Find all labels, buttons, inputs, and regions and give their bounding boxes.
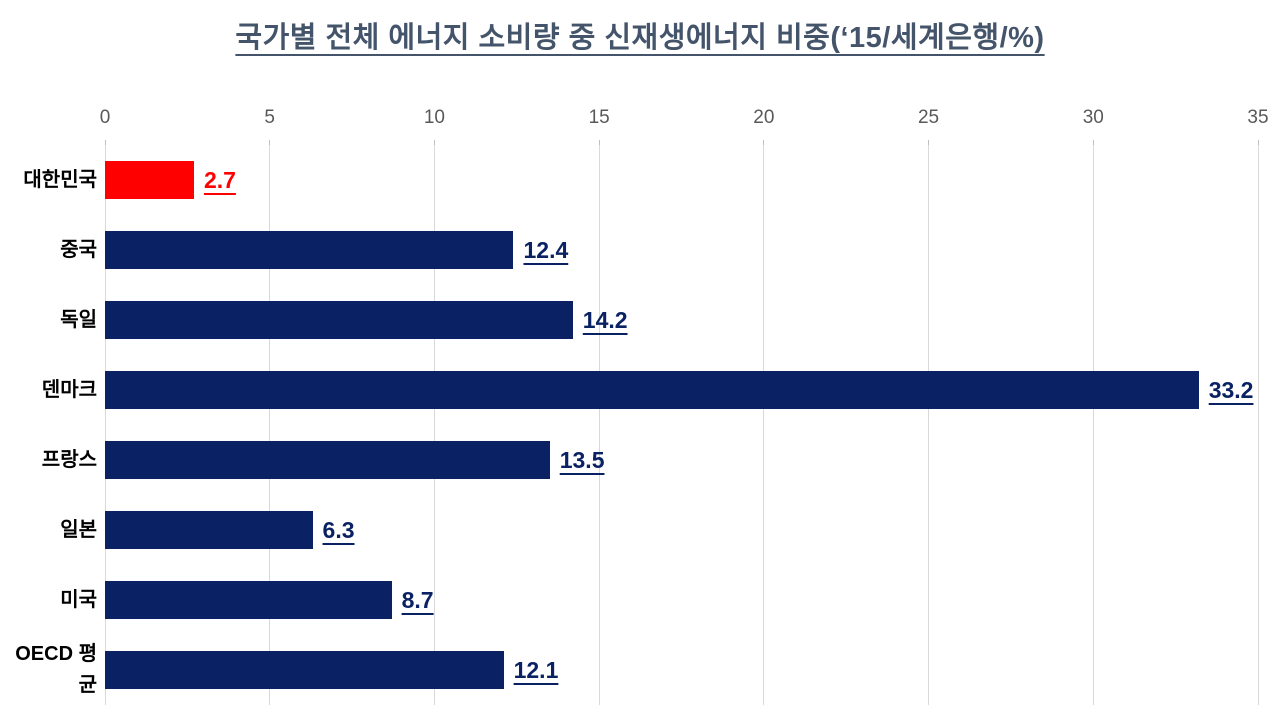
bar <box>105 581 392 619</box>
x-axis-tickmark <box>269 140 271 145</box>
bar-row: 덴마크 33.2 <box>0 355 1280 425</box>
chart-title: 국가별 전체 에너지 소비량 중 신재생에너지 비중(‘15/세계은행/%) <box>0 14 1280 56</box>
category-label: 중국 <box>60 238 97 261</box>
bar <box>105 371 1199 409</box>
x-axis-tick-label: 0 <box>99 107 111 128</box>
x-axis-tickmark <box>763 140 765 145</box>
value-label: 13.5 <box>559 446 605 473</box>
bar <box>105 301 573 339</box>
bar <box>105 231 514 269</box>
bar-row: 중국 12.4 <box>0 215 1280 285</box>
value-label: 12.1 <box>513 656 559 683</box>
bar <box>105 441 550 479</box>
gridline <box>763 145 765 705</box>
gridline <box>598 145 600 705</box>
category-label: 프랑스 <box>41 448 97 471</box>
x-axis-tick-label: 5 <box>264 107 275 128</box>
x-axis-tickmark <box>1092 140 1094 145</box>
x-axis-tick-label: 35 <box>1247 107 1269 128</box>
category-label: OECD 평균 <box>15 643 97 696</box>
x-axis-tickmark <box>1257 140 1259 145</box>
category-label: 덴마크 <box>41 378 97 401</box>
value-label: 12.4 <box>523 236 569 263</box>
gridline <box>1092 145 1094 705</box>
x-axis-tickmark <box>928 140 930 145</box>
value-label: 14.2 <box>582 306 628 333</box>
bar <box>105 651 504 689</box>
gridline <box>269 145 271 705</box>
x-axis-tick-label: 25 <box>917 107 940 128</box>
bar-row: 독일 14.2 <box>0 285 1280 355</box>
x-axis-tick-label: 30 <box>1082 107 1104 128</box>
bar-row: 일본 6.3 <box>0 495 1280 565</box>
x-axis-tickmark <box>104 140 106 145</box>
chart-title-text: 국가별 전체 에너지 소비량 중 신재생에너지 비중(‘15/세계은행/%) <box>235 22 1045 54</box>
bar-row: 프랑스 13.5 <box>0 425 1280 495</box>
value-label: 8.7 <box>401 586 434 613</box>
bar-row: OECD 평균 12.1 <box>0 635 1280 705</box>
category-label: 대한민국 <box>23 168 97 191</box>
x-axis-tick-label: 10 <box>423 107 445 128</box>
value-label: 33.2 <box>1208 376 1254 403</box>
gridline <box>1257 145 1259 705</box>
value-label: 2.7 <box>203 166 236 193</box>
value-label: 6.3 <box>322 516 355 543</box>
x-axis-tick-label: 20 <box>753 107 775 128</box>
bar <box>105 511 313 549</box>
bar <box>105 161 194 199</box>
category-label: 미국 <box>60 588 97 611</box>
x-axis-tickmark <box>433 140 435 145</box>
gridline <box>928 145 930 705</box>
bar-row: 대한민국 2.7 <box>0 145 1280 215</box>
gridline <box>433 145 435 705</box>
bar-row: 미국 8.7 <box>0 565 1280 635</box>
x-axis-tickmark <box>598 140 600 145</box>
gridline <box>104 145 106 705</box>
x-axis-tick-label: 15 <box>588 107 610 128</box>
category-label: 일본 <box>60 518 97 541</box>
category-label: 독일 <box>60 308 97 331</box>
